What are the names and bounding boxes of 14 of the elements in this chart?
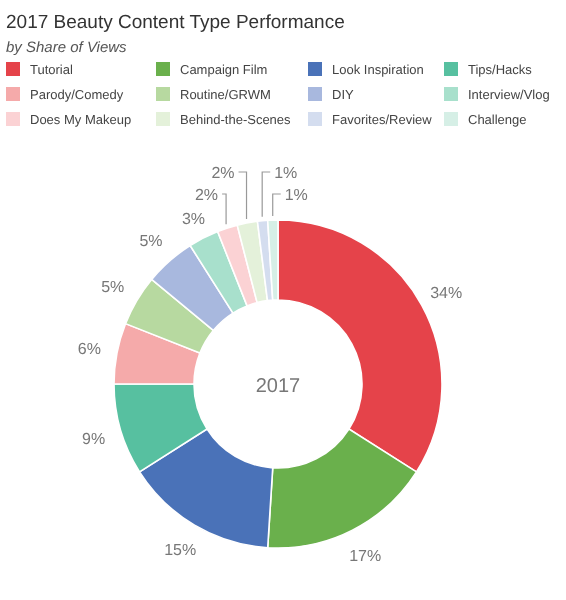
data-label: 15% [164,541,197,560]
data-label: 9% [82,429,106,448]
text: 2017 [255,376,302,398]
data-label: 6% [77,340,101,359]
data-label: 2% [211,164,235,182]
data-label: 1% [284,186,308,204]
data-label: 3% [182,210,206,229]
chart-title: 2017 Beauty Content Type Performance [6,12,345,34]
data-label: 5% [139,231,163,250]
data-label: 34% [430,283,463,302]
data-label: 17% [349,547,382,566]
data-label: 5% [101,278,125,297]
data-label: 1% [274,164,298,182]
data-label: 2% [194,186,219,204]
